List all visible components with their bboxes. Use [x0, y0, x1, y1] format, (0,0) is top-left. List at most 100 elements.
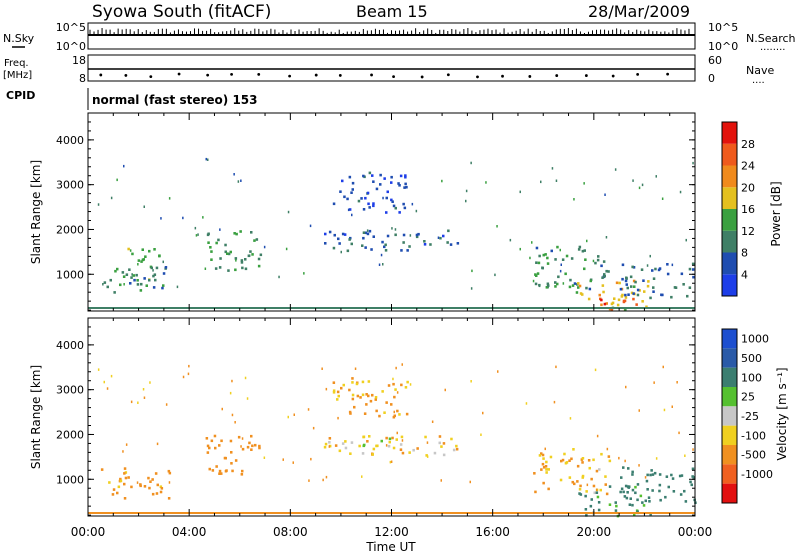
- colorbar-segment: [722, 483, 737, 503]
- data-cell: [415, 235, 419, 239]
- data-cell: [546, 262, 550, 265]
- data-cell: [231, 413, 234, 417]
- data-cell: [350, 441, 354, 444]
- data-cell: [383, 177, 386, 180]
- data-cell: [251, 444, 254, 448]
- data-cell: [568, 476, 572, 479]
- data-cell: [372, 204, 375, 208]
- data-cell: [123, 467, 127, 470]
- data-cell: [159, 490, 163, 494]
- data-cell: [136, 279, 139, 282]
- data-cell: [607, 270, 610, 273]
- data-cell: [341, 232, 345, 236]
- data-cell: [621, 277, 624, 281]
- data-cell: [586, 239, 588, 243]
- data-cell: [622, 490, 625, 494]
- colorbar-segment: [722, 445, 737, 465]
- data-cell: [531, 241, 533, 244]
- data-cell: [579, 484, 582, 488]
- nsky-label: N.Sky: [3, 32, 35, 45]
- data-cell: [161, 286, 164, 290]
- data-cell: [116, 267, 119, 271]
- data-cell: [658, 267, 662, 270]
- data-cell: [654, 267, 657, 271]
- data-cell: [628, 503, 632, 506]
- colorbar-segment: [722, 274, 737, 296]
- data-cell: [686, 294, 689, 298]
- data-cell: [358, 444, 361, 448]
- colorbar-tick-label: 16: [741, 203, 755, 216]
- data-cell: [592, 484, 596, 488]
- data-cell: [593, 491, 596, 495]
- data-cell: [328, 444, 332, 448]
- data-cell: [116, 491, 119, 495]
- data-cell: [258, 446, 261, 450]
- data-cell: [408, 451, 411, 454]
- data-cell: [534, 490, 537, 494]
- data-cell: [525, 402, 528, 405]
- data-cell: [619, 287, 623, 291]
- data-cell: [470, 380, 472, 383]
- data-cell: [519, 247, 521, 251]
- data-cell: [440, 445, 443, 448]
- nave-marker: [99, 73, 103, 77]
- data-cell: [303, 272, 305, 275]
- y-tick-label: 4000: [56, 339, 84, 352]
- data-cell: [263, 456, 266, 459]
- data-cell: [202, 216, 204, 219]
- nsky-tick-top: 10^5: [56, 21, 86, 34]
- data-cell: [148, 249, 151, 253]
- data-cell: [361, 244, 364, 247]
- beam-title: Beam 15: [356, 2, 428, 21]
- data-cell: [321, 367, 323, 370]
- data-cell: [584, 508, 588, 511]
- data-cell: [425, 454, 428, 457]
- data-cell: [647, 496, 651, 499]
- data-cell: [570, 257, 574, 260]
- data-cell: [338, 449, 342, 453]
- data-cell: [285, 247, 288, 251]
- data-cell: [596, 488, 598, 491]
- data-cell: [211, 469, 215, 472]
- data-cell: [155, 266, 159, 270]
- data-cell: [241, 469, 244, 473]
- data-cell: [351, 381, 354, 384]
- data-cell: [168, 481, 171, 484]
- cpid-text: normal (fast stereo) 153: [92, 93, 258, 107]
- data-cell: [401, 439, 404, 442]
- data-cell: [571, 480, 574, 484]
- data-cell: [250, 231, 253, 234]
- data-cell: [241, 266, 244, 270]
- data-cell: [156, 442, 159, 446]
- data-cell: [600, 264, 603, 268]
- data-cell: [100, 468, 104, 471]
- data-cell: [168, 197, 171, 200]
- data-cell: [412, 448, 415, 452]
- data-cell: [210, 250, 213, 253]
- nave-marker: [611, 74, 615, 78]
- data-cell: [671, 405, 673, 408]
- data-cell: [251, 253, 254, 256]
- data-cell: [559, 269, 562, 273]
- data-cell: [569, 278, 572, 282]
- data-cell: [333, 233, 336, 237]
- data-cell: [471, 269, 473, 273]
- data-cell: [555, 179, 558, 182]
- data-cell: [670, 295, 673, 299]
- data-cell: [586, 483, 589, 487]
- data-cell: [383, 411, 386, 414]
- data-cell: [122, 275, 126, 278]
- data-cell: [234, 268, 237, 272]
- data-cell: [689, 480, 692, 484]
- colorbar-tick-label: -1000: [741, 468, 773, 481]
- data-cell: [624, 279, 628, 283]
- data-cell: [533, 472, 536, 475]
- data-cell: [596, 258, 600, 262]
- data-cell: [604, 193, 606, 196]
- data-cell: [545, 468, 548, 471]
- data-cell: [400, 383, 403, 387]
- data-cell: [588, 287, 592, 291]
- data-cell: [554, 281, 557, 284]
- data-cell: [614, 501, 617, 504]
- colorbar-segment: [722, 209, 737, 231]
